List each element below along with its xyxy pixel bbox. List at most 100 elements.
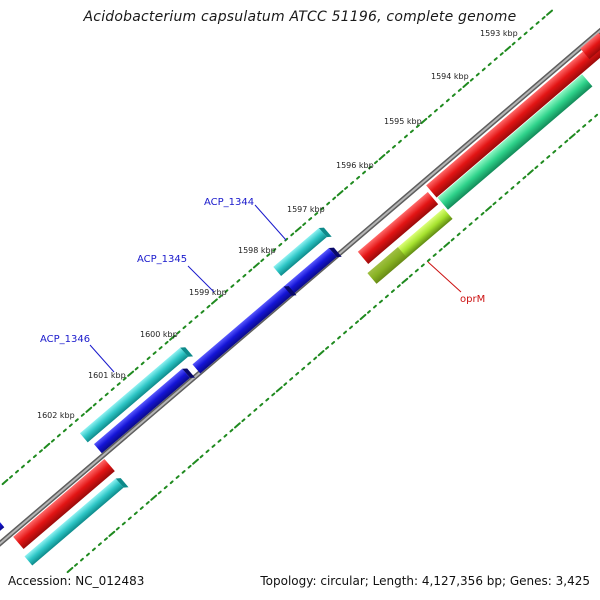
- inner-scale-tick: [259, 402, 264, 407]
- gene-acp-1345-feature[interactable]: [192, 284, 297, 376]
- outer-scale-tick: [433, 108, 438, 113]
- inner-scale-tick: [275, 386, 283, 393]
- inner-scale-tick: [384, 294, 389, 299]
- outer-scale-tick: [462, 81, 470, 88]
- inner-scale-tick: [450, 237, 455, 242]
- inner-scale-tick: [408, 273, 413, 278]
- gene-green-feature[interactable]: [437, 74, 593, 210]
- gene-acp-1346-blue-feature[interactable]: [93, 366, 195, 455]
- outer-scale-tick: [43, 442, 51, 449]
- outer-scale-tick: [272, 248, 277, 252]
- inner-scale-tick: [187, 464, 192, 469]
- outer-scale-tick: [38, 449, 43, 453]
- outer-scale-tick: [439, 103, 444, 108]
- outer-scale-tick: [98, 397, 103, 402]
- outer-scale-tick: [206, 304, 211, 309]
- outer-scale-tick: [487, 62, 492, 67]
- scale-label-1594: 1594 kbp: [431, 72, 469, 81]
- gene-acp-1344-feature[interactable]: [273, 225, 332, 278]
- inner-scale-tick: [522, 175, 527, 180]
- inner-scale-tick: [223, 433, 228, 438]
- outer-scale-tick: [469, 77, 474, 82]
- gene-red-mid-feature[interactable]: [357, 192, 439, 264]
- inner-scale-tick: [516, 180, 521, 185]
- inner-scale-tick: [540, 160, 545, 164]
- outer-scale-tick: [409, 129, 414, 134]
- inner-scale-tick: [443, 241, 451, 248]
- scale-label-1596: 1596 kbp: [336, 161, 374, 170]
- outer-scale-tick: [320, 206, 325, 211]
- outer-scale-ticks: [1, 9, 553, 486]
- outer-scale-tick: [332, 196, 337, 201]
- inner-scale-tick: [331, 341, 336, 345]
- gene-label-acp-1345[interactable]: ACP_1345: [137, 254, 187, 265]
- outer-scale-tick: [158, 346, 163, 350]
- outer-scale-tick: [314, 212, 319, 216]
- scale-label-1598: 1598 kbp: [238, 246, 276, 255]
- outer-scale-tick: [427, 114, 432, 118]
- inner-scale-tick: [91, 547, 96, 552]
- outer-scale-tick: [56, 433, 61, 438]
- inner-scale-tick: [66, 566, 74, 574]
- outer-scale-tick: [116, 382, 121, 386]
- outer-scale-tick: [374, 160, 378, 165]
- gene-label-acp-1344[interactable]: ACP_1344: [204, 197, 254, 208]
- inner-scale-tick: [199, 454, 204, 459]
- inner-scale-tick: [401, 277, 409, 284]
- accession-text: Accession: NC_012483: [8, 574, 145, 588]
- outer-scale-tick: [415, 124, 420, 128]
- outer-scale-tick: [188, 320, 193, 324]
- inner-scale-tick: [145, 501, 150, 505]
- inner-scale-tick: [295, 371, 300, 376]
- outer-scale-tick: [451, 93, 456, 97]
- inner-scale-tick: [205, 449, 210, 454]
- gene-cyan-lower-feature[interactable]: [24, 476, 129, 568]
- inner-scale-tick: [355, 320, 359, 324]
- gene-label-oprm[interactable]: oprM: [460, 294, 485, 305]
- outer-scale-tick: [362, 170, 366, 175]
- outer-scale-tick: [236, 279, 241, 283]
- inner-scale-tick: [485, 205, 492, 212]
- genome-title: Acidobacterium capsulatum ATCC 51196, co…: [83, 9, 517, 25]
- inner-scale-tick: [157, 490, 162, 495]
- gene-acp-1344-blue-feature[interactable]: [283, 245, 342, 298]
- gene-blue-edge-feature[interactable]: [0, 519, 5, 535]
- genome-summary-text: Topology: circular; Length: 4,127,356 bp…: [260, 574, 590, 588]
- outer-scale-tick: [278, 242, 283, 247]
- outer-scale-tick: [344, 186, 349, 190]
- inner-scale-tick: [582, 124, 587, 128]
- inner-scale-tick: [456, 232, 461, 237]
- inner-scale-tick: [349, 325, 353, 330]
- outer-scale-tick: [248, 268, 253, 273]
- inner-scale-tick: [127, 516, 132, 521]
- gene-red-upper-feature[interactable]: [426, 42, 600, 198]
- outer-scale-tick: [386, 150, 390, 154]
- gene-oprm-feature[interactable]: [367, 208, 453, 284]
- inner-scale-tick: [181, 470, 186, 474]
- inner-scale-tick: [576, 129, 581, 133]
- outer-scale-tick: [146, 356, 151, 361]
- outer-scale-tick: [308, 217, 313, 221]
- gene-red-lower-feature[interactable]: [13, 458, 115, 550]
- inner-scale-tick: [568, 133, 576, 140]
- outer-scale-tick: [211, 298, 218, 305]
- gene-right-edge-feature[interactable]: [580, 32, 600, 60]
- outer-scale-tick: [140, 361, 145, 366]
- outer-scale-tick: [504, 45, 512, 52]
- outer-scale-tick: [499, 52, 504, 56]
- inner-scale-tick: [378, 299, 383, 304]
- inner-scale-tick: [301, 366, 306, 371]
- inner-scale-tick: [552, 149, 557, 154]
- outer-scale-tick: [152, 351, 157, 355]
- outer-scale-tick: [85, 406, 93, 413]
- outer-scale-tick: [350, 181, 355, 185]
- gene-acp-1346-feature[interactable]: [79, 345, 194, 445]
- inner-scale-tick: [504, 191, 509, 195]
- gene-label-acp-1346[interactable]: ACP_1346: [40, 334, 90, 345]
- inner-scale-tick: [97, 542, 102, 546]
- inner-scale-tick: [175, 475, 180, 479]
- inner-scale-tick: [139, 506, 144, 510]
- inner-scale-tick: [462, 227, 467, 232]
- outer-scale-tick: [535, 21, 540, 25]
